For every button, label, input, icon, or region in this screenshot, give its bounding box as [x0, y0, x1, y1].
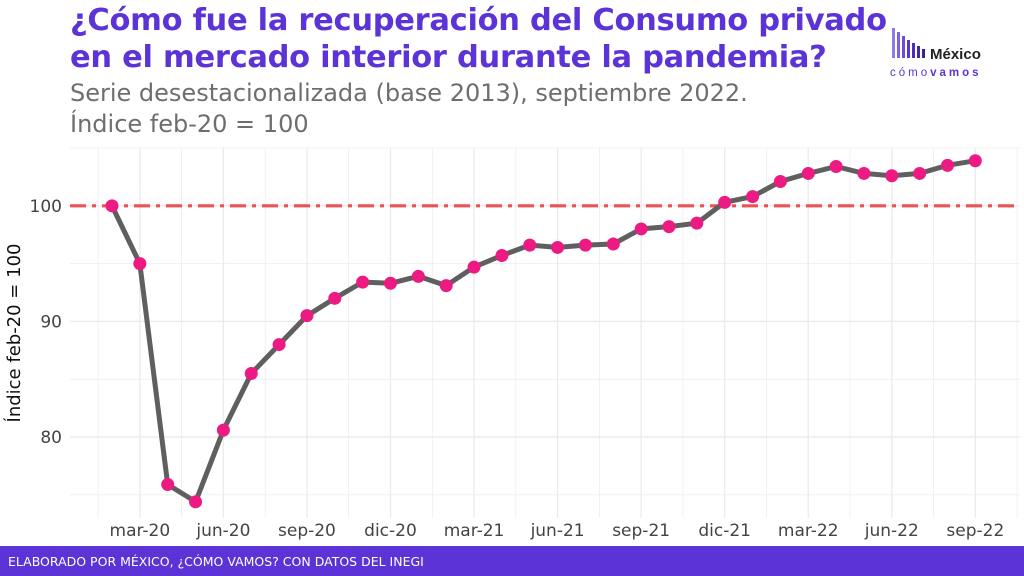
data-point-may-20	[189, 495, 203, 509]
data-point-ene-22	[746, 190, 760, 204]
footer-bar: ELABORADO POR MÉXICO, ¿CÓMO VAMOS? CON D…	[0, 546, 1024, 576]
data-point-abr-21	[495, 249, 509, 263]
data-point-jul-20	[244, 366, 258, 380]
minor-gridlines	[70, 147, 1020, 518]
data-point-ene-21	[411, 269, 425, 283]
data-point-abr-22	[829, 160, 843, 173]
logo-tag-light: cómo	[890, 67, 931, 79]
data-point-ago-21	[606, 237, 620, 251]
logo-tagline: cómovamos	[890, 67, 982, 79]
x-tick-label: dic-20	[364, 521, 417, 540]
subtitle-line-2: Índice feb-20 = 100	[70, 110, 309, 138]
series-line	[109, 158, 978, 505]
x-tick-label: sep-20	[278, 521, 336, 540]
logo-tag-bold: vamos	[930, 67, 982, 79]
chart-subtitle: Serie desestacionalizada (base 2013), se…	[70, 78, 890, 140]
x-tick-label: mar-20	[110, 521, 171, 540]
x-tick-label: jun-21	[530, 521, 585, 540]
data-point-sep-21	[634, 222, 648, 236]
data-point-sep-22	[968, 154, 982, 168]
data-point-jul-22	[913, 166, 927, 180]
data-point-abr-20	[161, 477, 175, 491]
x-tick-label: mar-21	[444, 521, 505, 540]
data-point-ago-20	[272, 338, 286, 352]
data-point-dic-20	[384, 276, 397, 290]
x-tick-label: sep-21	[612, 521, 670, 540]
x-tick-label: sep-22	[946, 521, 1004, 540]
title-line-1: ¿Cómo fue la recuperación del Consumo pr…	[70, 3, 887, 38]
data-point-mar-22	[801, 166, 815, 180]
logo-bars-icon	[892, 28, 925, 58]
data-point-oct-20	[328, 291, 342, 305]
y-tick-labels: 80 90 100	[30, 197, 62, 448]
data-point-jun-20	[216, 423, 230, 437]
data-point-ago-22	[941, 158, 954, 172]
y-tick-label: 90	[40, 312, 62, 332]
data-point-feb-20	[105, 199, 119, 213]
data-point-oct-21	[662, 220, 676, 234]
data-point-nov-20	[356, 275, 370, 289]
data-point-dic-21	[718, 195, 732, 209]
data-point-feb-21	[439, 279, 453, 293]
y-axis-title: Índice feb-20 = 100	[3, 244, 25, 423]
y-tick-label: 80	[40, 428, 62, 448]
data-point-jul-21	[578, 238, 592, 252]
source-note: ELABORADO POR MÉXICO, ¿CÓMO VAMOS? CON D…	[8, 554, 424, 569]
data-point-nov-21	[690, 216, 704, 230]
x-tick-label: dic-21	[698, 521, 751, 540]
data-point-mar-21	[467, 260, 481, 274]
mexico-como-vamos-logo: México cómovamos	[888, 24, 1008, 86]
y-tick-label: 100	[30, 197, 62, 217]
line-chart: 80 90 100 mar-20 jun-20 sep-20 dic-20 mar-21 ju…	[3, 147, 1020, 540]
chart-title: ¿Cómo fue la recuperación del Consumo pr…	[70, 2, 890, 76]
data-point-feb-22	[773, 175, 787, 189]
data-point-may-21	[523, 238, 537, 252]
title-line-2: en el mercado interior durante la pandem…	[70, 40, 827, 75]
x-tick-label: jun-20	[195, 521, 250, 540]
logo-name: México	[930, 46, 981, 63]
x-tick-labels: mar-20 jun-20 sep-20 dic-20 mar-21 jun-21 sep-…	[110, 521, 1005, 540]
data-point-may-22	[857, 166, 871, 180]
data-point-sep-20	[300, 309, 314, 323]
x-tick-label: mar-22	[778, 521, 839, 540]
subtitle-line-1: Serie desestacionalizada (base 2013), se…	[70, 79, 748, 107]
x-tick-label: jun-22	[864, 521, 919, 540]
data-point-jun-22	[885, 169, 899, 183]
data-points	[105, 154, 982, 509]
data-point-mar-20	[133, 257, 147, 271]
data-point-jun-21	[551, 240, 565, 254]
major-gridlines	[70, 148, 1020, 518]
